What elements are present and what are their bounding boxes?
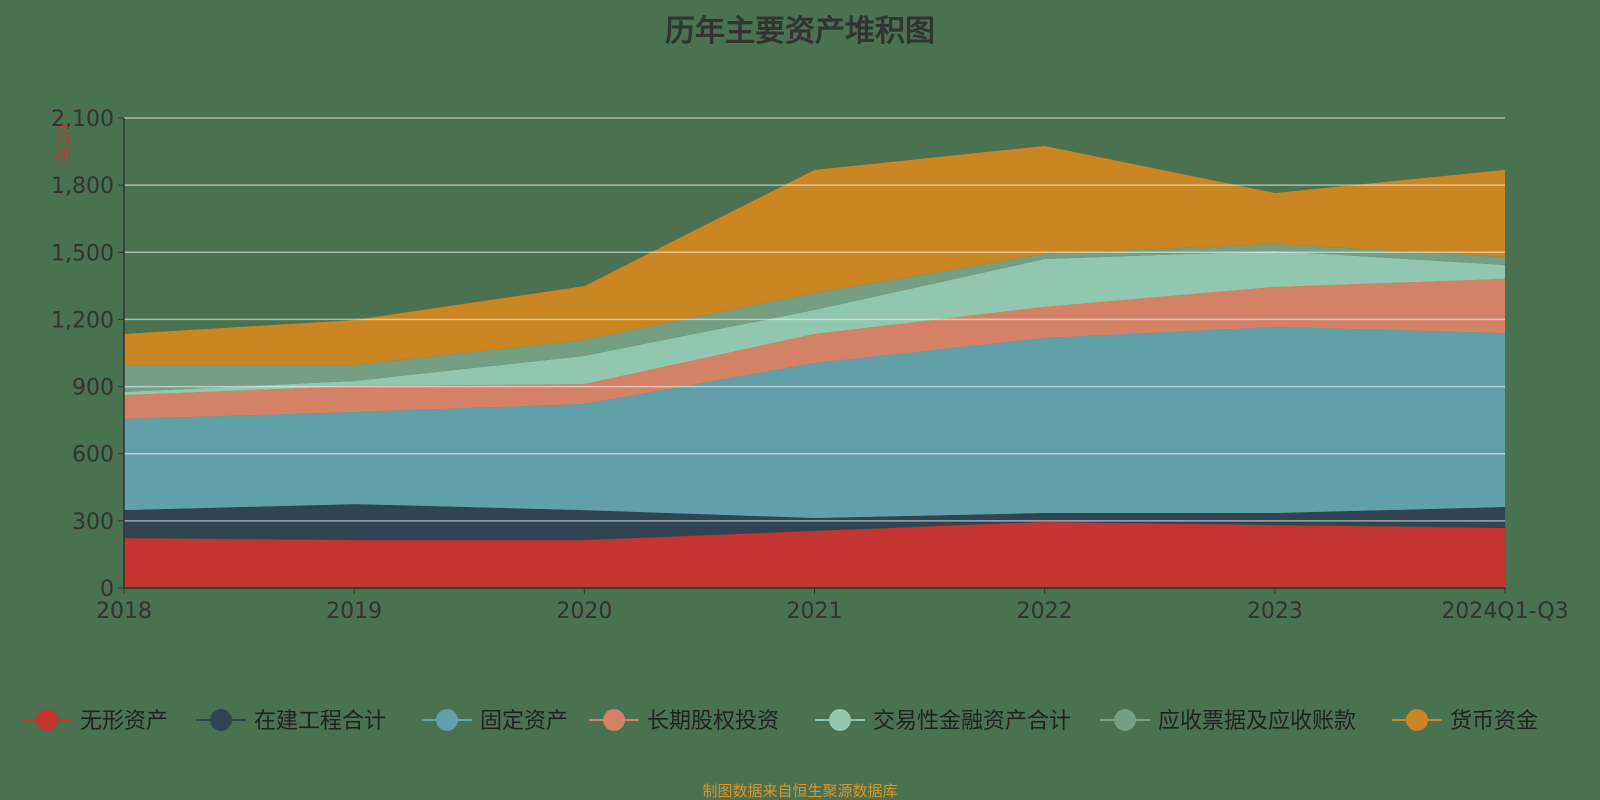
y-tick-label: 2,100 bbox=[51, 107, 114, 132]
y-axis-label: (亿元) bbox=[54, 124, 72, 166]
source-note: 制图数据来自恒生聚源数据库 bbox=[702, 782, 898, 800]
y-tick-label: 600 bbox=[72, 443, 114, 468]
x-tick-label: 2023 bbox=[1247, 599, 1303, 624]
y-tick-label: 0 bbox=[100, 577, 114, 602]
area-series-1 bbox=[124, 504, 1505, 541]
legend-item[interactable]: 固定资产 bbox=[422, 709, 568, 734]
x-tick-label: 2020 bbox=[556, 599, 612, 624]
x-tick-label: 2024Q1-Q3 bbox=[1441, 599, 1568, 624]
legend-item[interactable]: 无形资产 bbox=[22, 709, 168, 734]
legend-label: 无形资产 bbox=[80, 709, 168, 734]
legend-item[interactable]: 货币资金 bbox=[1392, 709, 1538, 734]
legend-marker-icon bbox=[36, 709, 58, 731]
legend-marker-icon bbox=[829, 709, 851, 731]
legend-item[interactable]: 长期股权投资 bbox=[589, 709, 779, 734]
legend-item[interactable]: 交易性金融资产合计 bbox=[815, 709, 1071, 734]
y-tick-label: 1,800 bbox=[51, 174, 114, 199]
area-series-3 bbox=[124, 278, 1505, 420]
legend-marker-icon bbox=[1114, 709, 1136, 731]
y-tick-label: 900 bbox=[72, 376, 114, 401]
legend-item[interactable]: 应收票据及应收账款 bbox=[1100, 709, 1356, 734]
legend-marker-icon bbox=[603, 709, 625, 731]
legend-label: 在建工程合计 bbox=[254, 709, 386, 734]
area-series-2 bbox=[124, 327, 1505, 518]
stacked-area-chart: 0 300 600 900 1,200 1,500 1,800 2,100(亿元) 2018 20… bbox=[22, 107, 1569, 734]
x-tick-label: 2018 bbox=[96, 599, 152, 624]
area-series-4 bbox=[124, 250, 1505, 396]
legend-label: 固定资产 bbox=[480, 709, 568, 734]
legend-label: 交易性金融资产合计 bbox=[873, 709, 1071, 734]
x-tick-label: 2021 bbox=[787, 599, 843, 624]
x-tick-label: 2019 bbox=[326, 599, 382, 624]
legend-item[interactable]: 在建工程合计 bbox=[196, 709, 386, 734]
area-series-6 bbox=[124, 145, 1505, 366]
legend-label: 货币资金 bbox=[1450, 709, 1538, 734]
y-tick-label: 1,200 bbox=[51, 308, 114, 333]
legend-marker-icon bbox=[436, 709, 458, 731]
legend-marker-icon bbox=[210, 709, 232, 731]
y-tick-label: 300 bbox=[72, 510, 114, 535]
chart-title: 历年主要资产堆积图 bbox=[665, 14, 935, 49]
legend-marker-icon bbox=[1406, 709, 1428, 731]
legend-label: 应收票据及应收账款 bbox=[1158, 709, 1356, 734]
legend-label: 长期股权投资 bbox=[647, 709, 779, 734]
area-series-0 bbox=[124, 521, 1505, 588]
y-tick-label: 1,500 bbox=[51, 241, 114, 266]
area-series-5 bbox=[124, 244, 1505, 392]
x-tick-label: 2022 bbox=[1017, 599, 1073, 624]
